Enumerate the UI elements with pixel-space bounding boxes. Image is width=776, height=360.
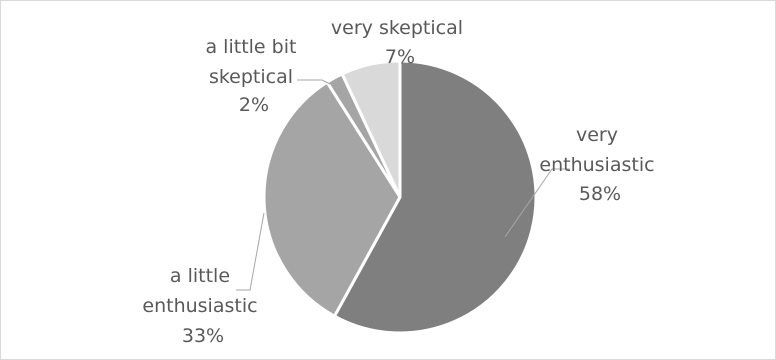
leader-a-little-enthusiastic [236, 212, 265, 291]
label-a-little-bit-skeptical-line2: skeptical [209, 66, 293, 88]
pie-slices [262, 59, 538, 335]
label-very-enthusiastic-pct: 58% [579, 183, 621, 205]
label-a-little-bit-skeptical: a little bit skeptical 2% [206, 36, 303, 116]
leader-very-enthusiastic [504, 168, 570, 238]
label-a-little-enthusiastic-line1: a little [170, 265, 230, 287]
label-very-skeptical: very skeptical 7% [331, 17, 469, 68]
label-a-little-enthusiastic-line2: enthusiastic [142, 295, 257, 317]
pie-slice-very-enthusiastic [332, 59, 538, 335]
label-a-little-bit-skeptical-line1: a little bit [206, 36, 297, 58]
pie-slice-very-skeptical [340, 59, 402, 199]
leader-lines [236, 79, 570, 291]
label-very-enthusiastic-line1: very [576, 124, 618, 146]
label-very-enthusiastic: very enthusiastic 58% [539, 124, 660, 205]
label-very-skeptical-line1: very skeptical [331, 17, 463, 39]
leader-a-little-bit-skeptical [297, 79, 331, 85]
label-a-little-enthusiastic: a little enthusiastic 33% [142, 265, 263, 347]
label-a-little-bit-skeptical-pct: 2% [239, 94, 269, 116]
label-very-skeptical-pct: 7% [385, 46, 415, 68]
label-a-little-enthusiastic-pct: 33% [182, 325, 224, 347]
label-very-enthusiastic-line2: enthusiastic [539, 154, 654, 176]
pie-slice-a-little-enthusiastic [262, 80, 402, 318]
